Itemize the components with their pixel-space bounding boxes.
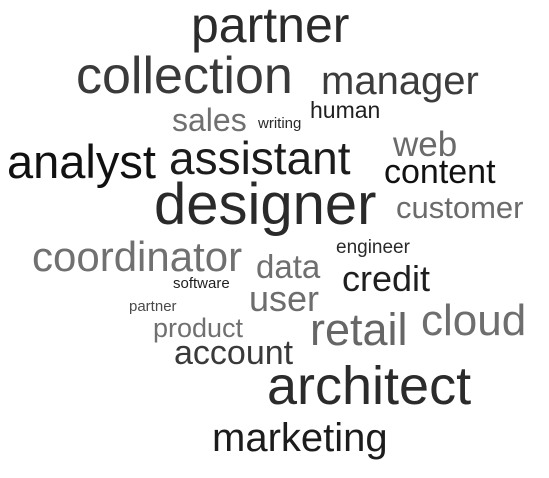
word-account: account — [174, 334, 294, 372]
word-engineer: engineer — [336, 237, 410, 258]
word-customer: customer — [396, 190, 524, 225]
word-software: software — [173, 275, 230, 292]
word-manager: manager — [321, 59, 479, 103]
word-retail: retail — [310, 304, 408, 355]
word-cloud: cloud — [421, 296, 527, 345]
word-data: data — [256, 248, 321, 285]
word-designer: designer — [154, 172, 377, 237]
word-content: content — [384, 153, 496, 191]
word-user: user — [249, 278, 320, 319]
word-collection: collection — [76, 47, 293, 105]
word-credit: credit — [342, 258, 431, 299]
word-marketing: marketing — [212, 416, 388, 460]
word-partner-small: partner — [129, 298, 177, 315]
word-writing: writing — [258, 115, 302, 132]
word-architect: architect — [267, 356, 472, 416]
word-coordinator: coordinator — [32, 233, 243, 280]
word-web: web — [393, 125, 458, 164]
word-human: human — [310, 97, 381, 123]
word-sales: sales — [172, 102, 247, 138]
word-product: product — [153, 313, 244, 343]
word-partner: partner — [191, 0, 350, 53]
word-assistant: assistant — [169, 132, 351, 184]
word-analyst: analyst — [7, 135, 156, 188]
